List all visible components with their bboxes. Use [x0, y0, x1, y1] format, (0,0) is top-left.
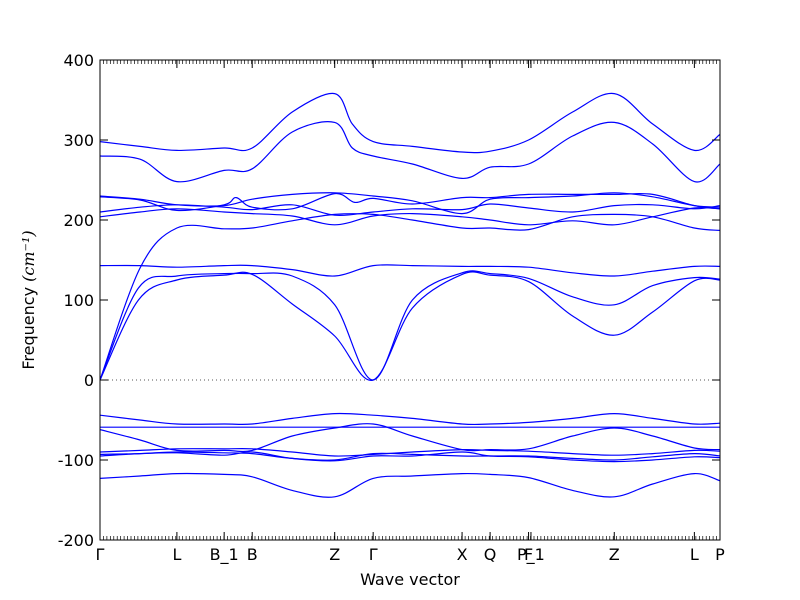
x-tick-label: Z — [329, 545, 340, 564]
y-tick-label: 0 — [84, 371, 94, 390]
x-tick-label: B — [247, 545, 258, 564]
series-line-15 — [100, 451, 720, 461]
x-tick-label: Γ — [96, 545, 105, 564]
y-axis-label-unit: (cm⁻¹) — [19, 230, 38, 281]
x-tick-label: X — [457, 545, 468, 564]
series-line-10 — [100, 92, 720, 154]
series-line-8 — [100, 192, 720, 215]
y-tick-label: -200 — [58, 531, 94, 550]
series-line-14 — [100, 447, 720, 457]
x-axis-label: Wave vector — [360, 570, 460, 589]
x-tick-label: F — [524, 545, 533, 564]
series-line-3 — [100, 264, 720, 277]
series-line-7 — [100, 192, 720, 212]
x-tick-label: Γ — [369, 545, 378, 564]
x-tick-label: L — [172, 545, 181, 564]
series-line-13 — [100, 423, 720, 453]
series-line-17 — [100, 472, 720, 498]
series-line-1 — [100, 271, 720, 381]
y-tick-label: 300 — [63, 131, 94, 150]
y-tick-label: 200 — [63, 211, 94, 230]
y-tick-label: 400 — [63, 51, 94, 70]
x-tick-label: P — [715, 545, 725, 564]
series-line-9 — [100, 121, 720, 183]
y-axis-ticks: -200 -100 0 100 200 300 400 — [58, 51, 720, 550]
series-line-16 — [100, 451, 720, 463]
x-tick-label: Q — [484, 545, 497, 564]
series-line-11 — [100, 412, 720, 426]
y-axis-label: Frequency (cm⁻¹) — [19, 230, 38, 369]
series-line-5 — [100, 206, 720, 226]
x-axis-ticks: Γ L B_1 B Z Γ X Q FP_1 Z L P — [96, 60, 725, 565]
x-tick-label: L — [690, 545, 699, 564]
plot-frame — [99, 59, 721, 541]
y-tick-label: -100 — [58, 451, 94, 470]
series-line-2 — [100, 270, 720, 381]
y-axis-label-text: Frequency — [19, 282, 38, 370]
x-tick-label: Z — [609, 545, 620, 564]
series-layer — [100, 92, 720, 498]
y-tick-label: 100 — [63, 291, 94, 310]
series-line-4 — [100, 213, 720, 381]
x-tick-label: B_1 — [210, 545, 239, 565]
minor-tick-layer — [103, 60, 717, 540]
x-tick-label: P_1 — [517, 545, 545, 565]
